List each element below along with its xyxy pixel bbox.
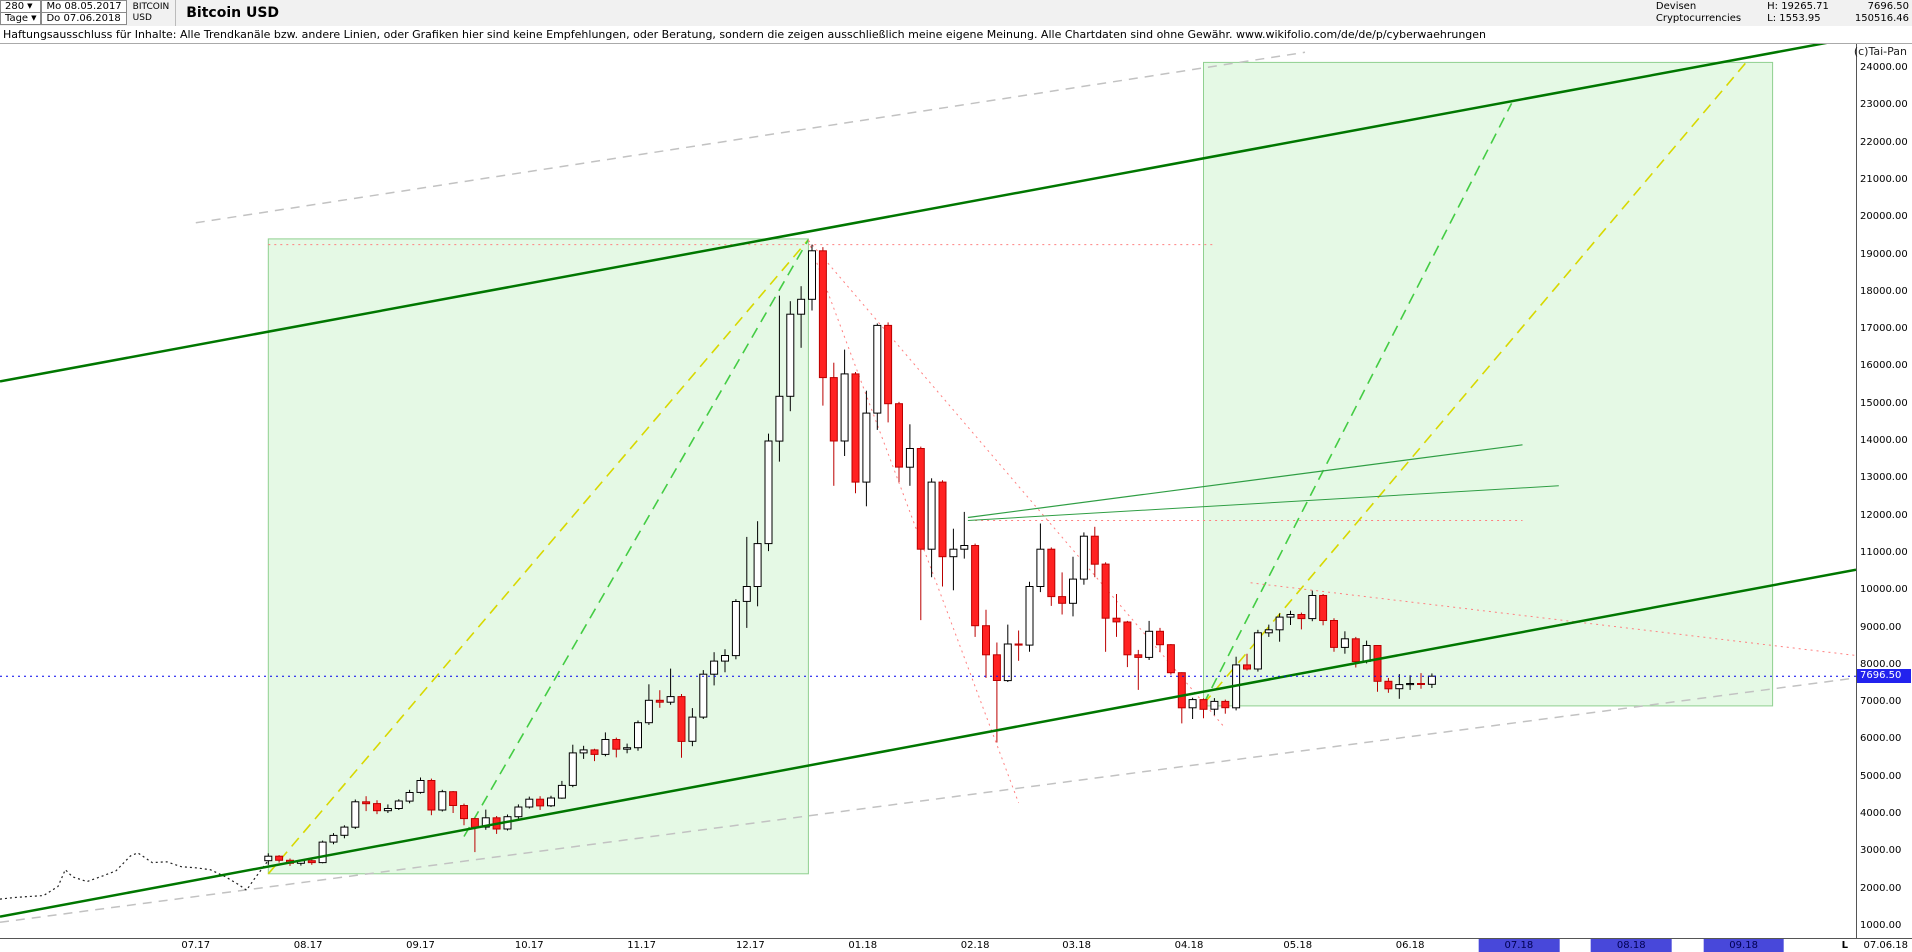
y-axis-label: 9000.00 <box>1860 621 1902 633</box>
instrument-title: Bitcoin USD <box>186 5 280 21</box>
category-line1: Devisen <box>1655 1 1697 12</box>
current-price-value: 7696.50 <box>1860 670 1902 682</box>
y-axis-label: 20000.00 <box>1860 211 1908 223</box>
chevron-down-icon: ▼ <box>27 2 33 10</box>
y-axis-label: 5000.00 <box>1860 770 1902 782</box>
period-unit-dropdown[interactable]: Tage ▼ <box>0 12 42 25</box>
symbol-name: BITCOIN <box>132 2 170 12</box>
y-axis-label: 7000.00 <box>1860 696 1902 708</box>
category-info: Devisen Cryptocurrencies <box>1656 1 1741 25</box>
symbol-box: BITCOIN USD <box>127 0 177 26</box>
y-axis-label: 14000.00 <box>1860 435 1908 447</box>
y-axis-label: 23000.00 <box>1860 99 1908 111</box>
y-axis-label: 21000.00 <box>1860 173 1908 185</box>
x-axis-label: 09.17 <box>406 940 435 951</box>
x-axis-label: 02.18 <box>960 940 990 951</box>
y-axis-label: 8000.00 <box>1860 658 1902 670</box>
period-controls: 280 ▼ Tage ▼ <box>0 0 42 26</box>
x-axis-label: 08.17 <box>293 940 323 951</box>
volume-value: 150516.46 <box>1854 13 1909 24</box>
period-high: H: 19265.71 <box>1767 1 1829 12</box>
x-axis-label: 09.18 <box>1703 939 1784 952</box>
y-axis-label: 3000.00 <box>1860 845 1902 857</box>
toolbar-left: 280 ▼ Tage ▼ Mo 08.05.2017 Do 07.06.2018… <box>0 0 289 26</box>
period-count-value: 280 <box>5 1 25 12</box>
x-axis-label: 07.17 <box>181 940 211 951</box>
x-axis-label: 07.18 <box>1478 939 1560 952</box>
last-price: 7696.50 <box>1867 1 1909 12</box>
y-axis-label: 4000.00 <box>1860 808 1902 820</box>
date-controls: Mo 08.05.2017 Do 07.06.2018 <box>41 0 127 26</box>
y-axis-label: 6000.00 <box>1860 733 1902 745</box>
period-unit-value: Tage <box>5 13 29 24</box>
x-axis-label: 11.17 <box>627 940 656 951</box>
x-axis-label: 01.18 <box>848 940 878 951</box>
time-axis: L 07.06.18 07.17 08.17 09.17 10.17 11.17 12.1… <box>0 938 1912 952</box>
disclaimer-bar: Haftungsausschluss für Inhalte: Alle Tre… <box>0 26 1912 44</box>
y-axis-label: 19000.00 <box>1860 248 1908 260</box>
chevron-down-icon: ▼ <box>31 14 37 22</box>
last-date-label: 07.06.18 <box>1863 940 1908 951</box>
y-axis-label: 1000.00 <box>1860 920 1902 931</box>
date-to-field[interactable]: Do 07.06.2018 <box>41 12 127 25</box>
y-axis-label: 15000.00 <box>1860 397 1908 409</box>
y-axis-label: 11000.00 <box>1860 546 1908 558</box>
y-axis-label: 17000.00 <box>1860 323 1908 335</box>
last-price-info: 7696.50 150516.46 <box>1855 1 1909 25</box>
current-price-tag: 7696.50 <box>1857 669 1911 684</box>
period-low: L: 1553.95 <box>1767 13 1821 24</box>
y-axis-label: 2000.00 <box>1860 882 1902 894</box>
y-axis-label: 16000.00 <box>1860 360 1908 372</box>
x-axis-label: 08.18 <box>1590 939 1672 952</box>
x-axis-label: 05.18 <box>1283 940 1313 951</box>
symbol-currency: USD <box>132 13 152 23</box>
y-axis-label: 22000.00 <box>1860 136 1908 148</box>
last-marker: L <box>1841 940 1848 951</box>
x-axis-label: 04.18 <box>1174 940 1204 951</box>
x-axis-label: 12.17 <box>736 940 765 951</box>
y-axis-label: 18000.00 <box>1860 285 1908 297</box>
category-line2: Cryptocurrencies <box>1655 13 1742 24</box>
toolbar-right: Devisen Cryptocurrencies H: 19265.71 L: … <box>1656 0 1912 26</box>
price-axis: 1000.00 2000.00 3000.00 4000.00 5000.00 6000.… <box>1856 44 1912 938</box>
chart-area: 1000.00 2000.00 3000.00 4000.00 5000.00 6000.… <box>0 44 1912 938</box>
watermark: (c)Tai-Pan <box>1853 45 1907 58</box>
x-axis-label: 06.18 <box>1395 940 1425 951</box>
y-axis-label: 24000.00 <box>1860 62 1908 73</box>
x-axis-label: 03.18 <box>1062 940 1091 951</box>
y-axis-label: 13000.00 <box>1860 472 1908 484</box>
high-low-info: H: 19265.71 L: 1553.95 <box>1767 1 1829 25</box>
x-axis-label: 10.17 <box>514 940 544 951</box>
chart-canvas[interactable] <box>0 44 1856 938</box>
y-axis-label: 12000.00 <box>1860 509 1908 521</box>
y-axis-label: 10000.00 <box>1860 584 1908 596</box>
disclaimer-text: Haftungsausschluss für Inhalte: Alle Tre… <box>3 28 1487 41</box>
toolbar: 280 ▼ Tage ▼ Mo 08.05.2017 Do 07.06.2018… <box>0 0 1912 27</box>
